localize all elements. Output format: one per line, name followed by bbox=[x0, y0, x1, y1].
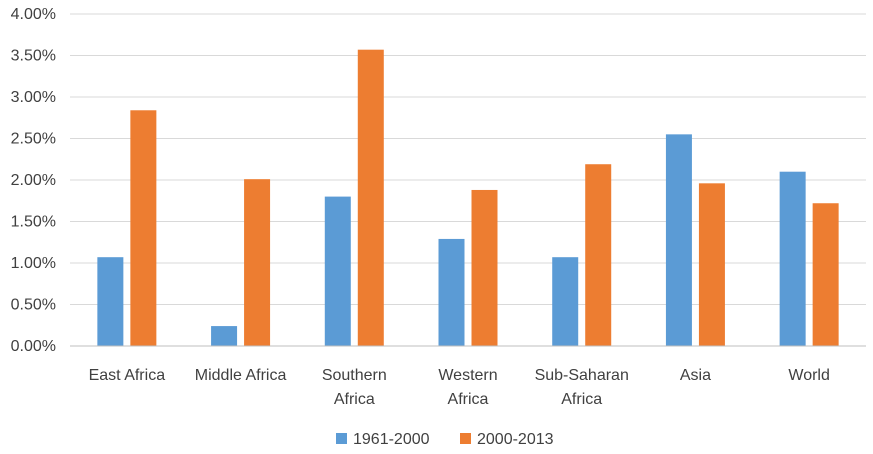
legend-swatch bbox=[460, 433, 471, 444]
bar-1961-2000-asia bbox=[665, 134, 692, 346]
gridlines bbox=[70, 13, 866, 305]
y-tick-label: 1.50% bbox=[11, 214, 56, 231]
legend-label: 2000-2013 bbox=[477, 431, 554, 448]
x-category-label: Africa bbox=[334, 391, 375, 408]
bar-1961-2000-western-africa bbox=[438, 238, 465, 346]
y-tick-label: 0.00% bbox=[11, 338, 56, 355]
x-category-label: Middle Africa bbox=[195, 367, 287, 384]
x-axis-category-labels: East Africa Middle Africa Southern Africa We… bbox=[89, 367, 830, 408]
bar-2000-2013-sub-saharan-africa bbox=[585, 164, 612, 346]
bar-1961-2000-world bbox=[779, 171, 806, 346]
y-tick-label: 4.00% bbox=[11, 6, 56, 23]
bar-1961-2000-sub-saharan-africa bbox=[552, 257, 579, 346]
bar-2000-2013-middle-africa bbox=[244, 179, 271, 346]
x-category-label: Western bbox=[438, 367, 497, 384]
bar-2000-2013-asia bbox=[698, 183, 725, 346]
bar-1961-2000-southern-africa bbox=[324, 196, 351, 346]
bar-2000-2013-east-africa bbox=[130, 110, 157, 346]
y-tick-label: 2.00% bbox=[11, 172, 56, 189]
legend: 1961-2000 2000-2013 bbox=[336, 431, 554, 448]
x-category-label: World bbox=[788, 367, 830, 384]
y-tick-label: 3.50% bbox=[11, 48, 56, 65]
y-tick-label: 2.50% bbox=[11, 131, 56, 148]
x-category-label: East Africa bbox=[89, 367, 166, 384]
x-category-label: Africa bbox=[448, 391, 489, 408]
x-category-label: Africa bbox=[561, 391, 602, 408]
bar-2000-2013-world bbox=[812, 203, 839, 346]
y-tick-label: 1.00% bbox=[11, 255, 56, 272]
x-category-label: Asia bbox=[680, 367, 711, 384]
x-category-label: Sub-Saharan bbox=[535, 367, 629, 384]
bars bbox=[97, 49, 839, 346]
legend-swatch bbox=[336, 433, 347, 444]
bar-1961-2000-east-africa bbox=[97, 257, 124, 346]
y-axis-tick-labels: 0.00% 0.50% 1.00% 1.50% 2.00% 2.50% 3.00% 3.50%… bbox=[11, 6, 56, 355]
bar-1961-2000-middle-africa bbox=[211, 326, 238, 346]
x-category-label: Southern bbox=[322, 367, 387, 384]
y-tick-label: 3.00% bbox=[11, 89, 56, 106]
bar-2000-2013-southern-africa bbox=[357, 49, 384, 346]
y-tick-label: 0.50% bbox=[11, 297, 56, 314]
bar-2000-2013-western-africa bbox=[471, 189, 498, 346]
legend-label: 1961-2000 bbox=[353, 431, 430, 448]
